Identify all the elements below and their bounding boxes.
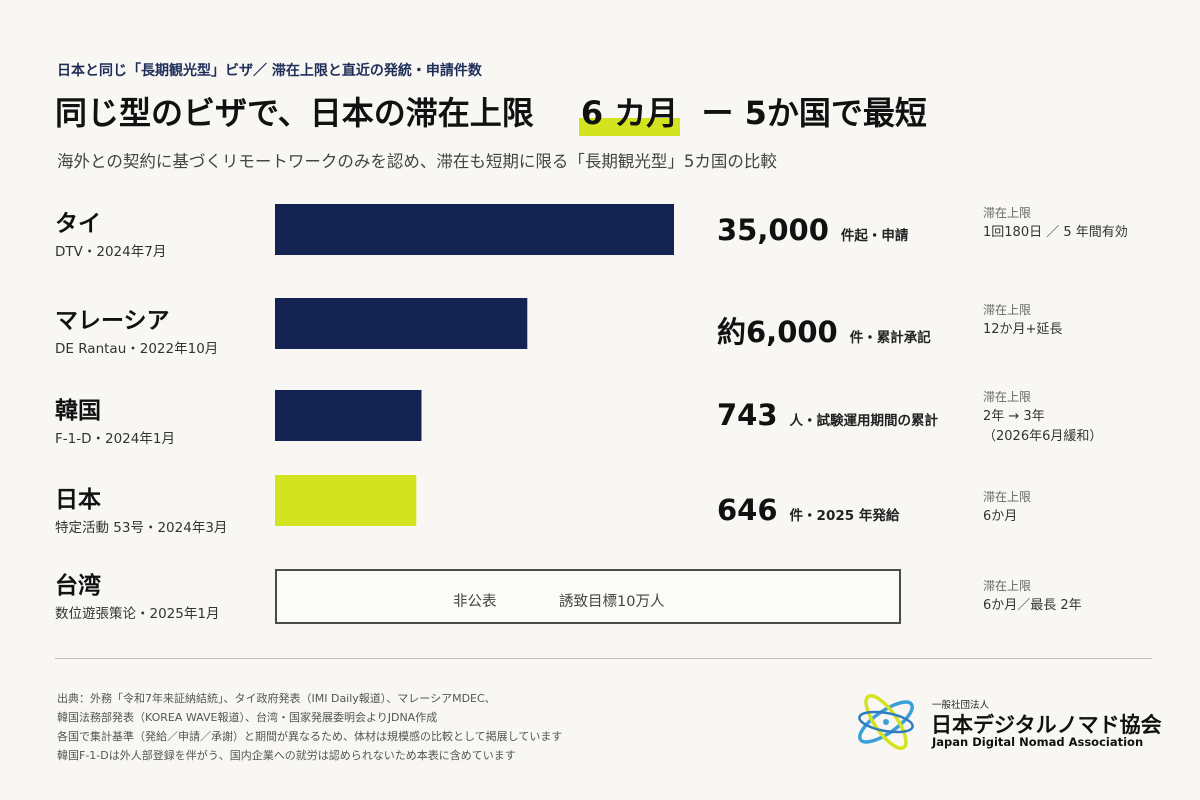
value-malaysia: 約6,000 件・累計承記	[717, 309, 931, 351]
bar-0	[275, 204, 674, 255]
country-label-korea: 韓国 F-1-D・2024年1月	[55, 391, 175, 447]
country-visa: 数位遊張策论・2025年1月	[55, 606, 220, 622]
stay-limit-malaysia: 滞在上限 12か月+延長	[983, 300, 1062, 340]
stay-limit-japan: 滞在上限 6か月	[983, 487, 1031, 527]
value-unit: 件・累計承記	[849, 330, 931, 346]
stay-limit-value: 6か月	[983, 509, 1018, 524]
jdna-logo-icon	[858, 694, 914, 750]
country-name: 韓国	[55, 398, 101, 424]
headline-pre: 同じ型のビザで、日本の滞在上限	[55, 94, 534, 132]
country-name: 台湾	[55, 573, 101, 599]
value-number: 約6,000	[717, 315, 838, 349]
bar-3	[275, 475, 417, 526]
source-line: 出典：外務「令和7年来証納結統」、タイ政府発表（IMI Daily報道）、マレー…	[57, 692, 496, 705]
headline: 同じ型のビザで、日本の滞在上限 6 カ月 ー 5か国で最短	[55, 88, 927, 136]
source-line: 韓国法務部発表（KOREA WAVE報道）、台湾・国家発展委明会よりJDNA作成	[57, 711, 438, 724]
logo-name-ja: 日本デジタルノマド協会	[931, 713, 1162, 737]
pending-target: 誘致目標10万人	[559, 594, 665, 610]
stay-limit-label: 滞在上限	[983, 206, 1032, 220]
value-japan: 646 件・2025 年発給	[717, 493, 899, 527]
country-visa: DE Rantau・2022年10月	[55, 341, 219, 357]
logo-name-en: Japan Digital Nomad Association	[932, 735, 1144, 749]
country-label-thailand: タイ DTV・2024年7月	[55, 204, 166, 260]
source-line: 各国で集計基準（発給／申請／承謝）と期間が異なるため、体材は規模感の比較として掲…	[57, 730, 563, 743]
country-name: タイ	[55, 211, 101, 237]
value-unit: 件・2025 年発給	[789, 508, 900, 524]
source-line: 韓国F-1-Dは外人部登録を伴がう、国内企業への就労は認められないため本表に含め…	[57, 749, 516, 762]
country-label-taiwan: 台湾 数位遊張策论・2025年1月	[55, 566, 219, 622]
country-label-japan: 日本 特定活動 53号・2024年3月	[55, 480, 227, 536]
country-label-malaysia: マレーシア DE Rantau・2022年10月	[55, 301, 218, 357]
value-unit: 人・試験運用期間の累計	[789, 413, 939, 429]
value-korea: 743 人・試験運用期間の累計	[717, 398, 938, 432]
taiwan-pending-box: 非公表 誘致目標10万人	[275, 569, 901, 624]
value-thailand: 35,000 件起・申請	[717, 213, 908, 247]
stay-limit-thailand: 滞在上限 1回180日 ／ 5 年間有効	[983, 203, 1128, 243]
stay-limit-label: 滞在上限	[983, 579, 1032, 593]
stay-limit-value: 12か月+延長	[983, 322, 1063, 337]
stay-limit-label: 滞在上限	[983, 303, 1032, 317]
country-visa: 特定活動 53号・2024年3月	[55, 520, 228, 536]
stay-limit-label: 滞在上限	[983, 490, 1032, 504]
stay-limit-value: 2年 → 3年	[983, 409, 1045, 424]
bar-2	[275, 390, 422, 441]
country-visa: DTV・2024年7月	[55, 244, 167, 260]
eyebrow-title: 日本と同じ「長期観光型」ビザ／ 滞在上限と直近の発統・申請件数	[57, 63, 482, 79]
value-number: 35,000	[717, 213, 829, 247]
logo-org-type: 一般社団法人	[932, 700, 990, 711]
value-number: 646	[717, 493, 778, 527]
stay-limit-label: 滞在上限	[983, 390, 1032, 404]
headline-post: ー 5か国で最短	[701, 94, 927, 132]
stay-limit-korea: 滞在上限 2年 → 3年 （2026年6月緩和）	[983, 387, 1102, 447]
footer-divider	[55, 658, 1152, 659]
stay-limit-value: 6か月／最長 2年	[983, 598, 1082, 613]
pending-status: 非公表	[453, 594, 497, 610]
country-name: マレーシア	[55, 308, 170, 334]
sources-note: 出典：外務「令和7年来証納結統」、タイ政府発表（IMI Daily報道）、マレー…	[57, 689, 562, 765]
subheading: 海外との契約に基づくリモートワークのみを認め、滞在も短期に限る「長期観光型」5カ…	[57, 152, 777, 171]
bar-1	[275, 298, 528, 349]
stay-limit-taiwan: 滞在上限 6か月／最長 2年	[983, 576, 1082, 616]
stay-limit-value: 1回180日 ／ 5 年間有効	[983, 225, 1128, 240]
country-visa: F-1-D・2024年1月	[55, 431, 175, 447]
value-number: 743	[717, 398, 778, 432]
headline-highlight: 6 カ月	[578, 88, 681, 136]
stay-limit-note: （2026年6月緩和）	[983, 429, 1103, 444]
country-name: 日本	[55, 487, 101, 513]
value-unit: 件起・申請	[840, 228, 909, 244]
